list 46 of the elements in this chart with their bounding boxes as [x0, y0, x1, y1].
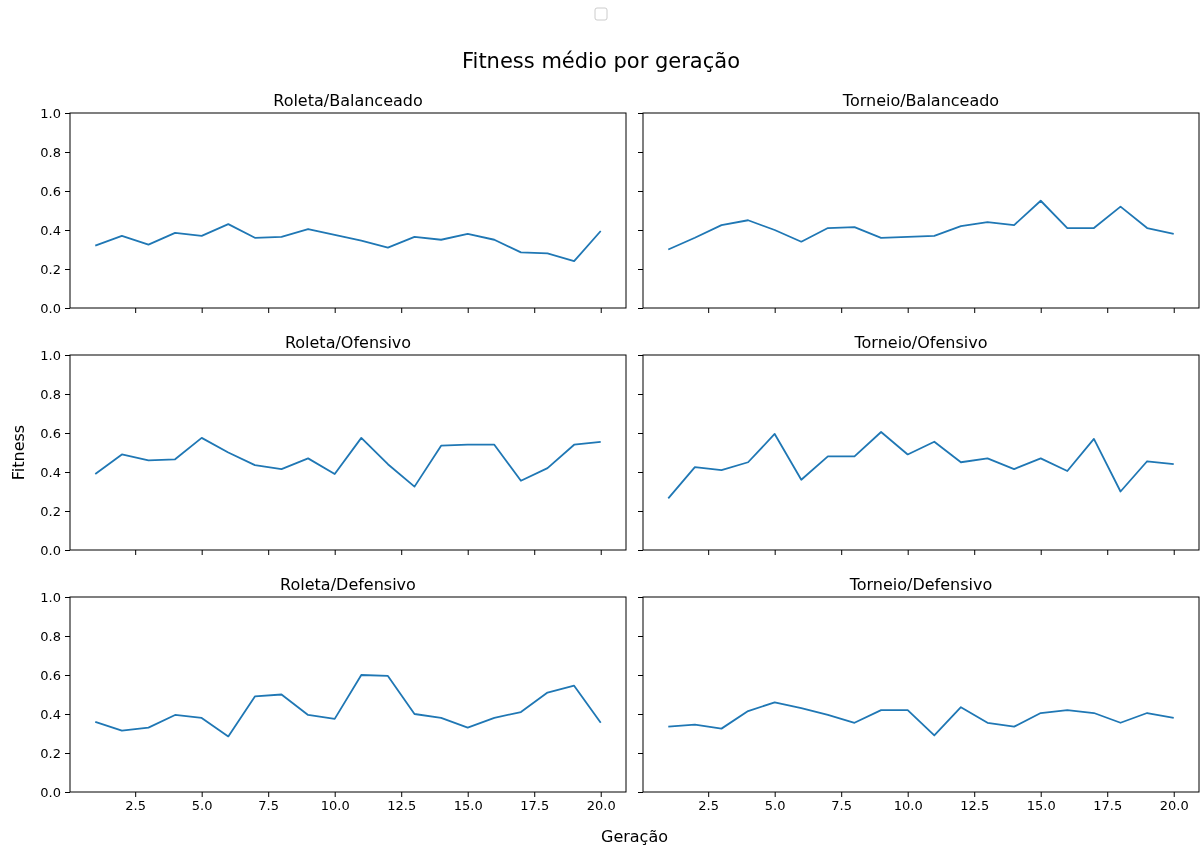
y-tick-label: 0.0 [40, 300, 61, 316]
x-tick-label: 5.0 [764, 798, 786, 814]
x-axis-title: Geração [600, 827, 669, 846]
y-tick-label: 0.0 [40, 542, 61, 558]
y-tick-label: 0.4 [40, 222, 61, 238]
text: Fitness médio por geração [462, 49, 740, 73]
x-tick-label: 12.5 [387, 798, 417, 814]
x-tick-label: 12.5 [960, 798, 990, 814]
y-tick-label: 0.6 [40, 425, 61, 441]
x-tick-label: 15.0 [1026, 798, 1056, 814]
x-tick-label: 20.0 [586, 798, 616, 814]
y-tick-label: 0.6 [40, 667, 61, 683]
x-tick-label: 5.0 [191, 798, 213, 814]
y-tick-label: 1.0 [40, 347, 61, 363]
line-series [94, 674, 602, 738]
chart-title: Roleta/Ofensivo [284, 333, 412, 352]
chart-title: Roleta/Balanceado [273, 91, 423, 110]
x-tick-label: 10.0 [893, 798, 923, 814]
y-tick-label: 0.6 [40, 183, 61, 199]
y-tick-label: 0.2 [40, 745, 61, 761]
x-tick-label: 7.5 [831, 798, 853, 814]
y-axis-title: Fitness [9, 424, 28, 481]
y-tick-label: 0.2 [40, 503, 61, 519]
x-tick-label: 15.0 [453, 798, 483, 814]
chart-title: Torneio/Ofensivo [853, 333, 988, 352]
x-tick-label: 17.5 [520, 798, 550, 814]
x-tick-label: 2.5 [698, 798, 720, 814]
y-tick-label: 0.4 [40, 464, 61, 480]
y-tick-label: 0.4 [40, 706, 61, 722]
y-tick-label: 0.0 [40, 784, 61, 800]
line-series [94, 223, 602, 263]
x-tick-label: 20.0 [1159, 798, 1189, 814]
x-tick-label: 7.5 [258, 798, 280, 814]
line-series [94, 436, 602, 488]
y-tick-label: 1.0 [40, 589, 61, 605]
y-tick-label: 0.8 [40, 628, 61, 644]
y-tick-label: 0.8 [40, 386, 61, 402]
chart-title: Torneio/Defensivo [848, 575, 993, 594]
x-tick-label: 10.0 [320, 798, 350, 814]
chart-title: Roleta/Defensivo [280, 575, 416, 594]
y-tick-label: 1.0 [40, 105, 61, 121]
x-tick-label: 2.5 [125, 798, 147, 814]
y-tick-label: 0.8 [40, 144, 61, 160]
x-tick-label: 17.5 [1093, 798, 1123, 814]
chart-title: Torneio/Balanceado [841, 91, 1000, 110]
y-tick-label: 0.2 [40, 261, 61, 277]
